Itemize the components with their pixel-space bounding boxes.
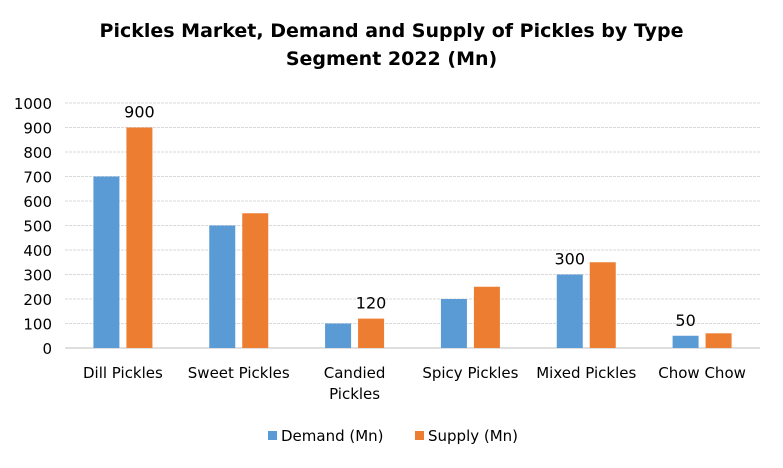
bar-supply [242, 213, 269, 348]
bar-supply [705, 333, 732, 348]
x-tick-label: Spicy Pickles [422, 364, 518, 382]
y-tick-label: 800 [23, 144, 52, 162]
x-tick-label: Mixed Pickles [536, 364, 636, 382]
y-tick-label: 600 [23, 193, 52, 211]
bar-demand [672, 335, 699, 348]
y-tick-label: 900 [23, 120, 52, 138]
data-label: 120 [356, 294, 387, 313]
bar-supply [473, 286, 500, 348]
x-tick-label: Dill Pickles [83, 364, 163, 382]
chart-title-line1: Pickles Market, Demand and Supply of Pic… [99, 20, 684, 42]
chart-title-line2: Segment 2022 (Mn) [285, 48, 498, 70]
x-tick-label: Candied [324, 364, 386, 382]
y-tick-label: 200 [23, 291, 52, 309]
bar-supply [589, 262, 616, 348]
y-tick-label: 1000 [14, 95, 52, 113]
bar-supply [358, 318, 385, 348]
y-tick-label: 400 [23, 242, 52, 260]
data-label: 900 [124, 103, 155, 122]
y-tick-label: 500 [23, 218, 52, 236]
bar-demand [325, 323, 352, 348]
x-tick-label: Sweet Pickles [188, 364, 290, 382]
bar-demand [556, 274, 583, 348]
data-label: 50 [675, 311, 695, 330]
y-tick-label: 0 [42, 340, 52, 358]
y-tick-label: 300 [23, 267, 52, 285]
bar-supply [126, 127, 153, 348]
legend-label: Supply (Mn) [428, 427, 518, 445]
legend-label: Demand (Mn) [281, 427, 384, 445]
bar-demand [209, 225, 236, 348]
x-tick-label: Chow Chow [658, 364, 746, 382]
y-tick-label: 700 [23, 169, 52, 187]
bar-demand [93, 176, 120, 348]
y-tick-label: 100 [23, 316, 52, 334]
bar-demand [440, 299, 467, 348]
data-label: 300 [554, 250, 585, 269]
legend-swatch [268, 431, 277, 440]
legend-swatch [415, 431, 424, 440]
x-tick-label: Pickles [329, 385, 380, 403]
